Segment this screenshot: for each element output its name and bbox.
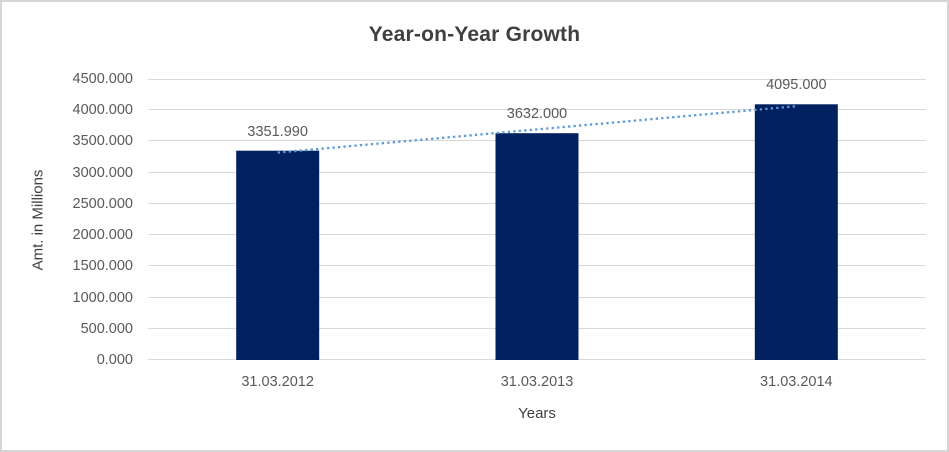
bar [754,104,838,360]
y-tick-label: 2500.000 [72,195,133,212]
trendline [277,105,797,154]
y-tick-label: 0.000 [96,352,133,368]
y-axis-title: Amt. in Millions [29,169,47,271]
x-tick-label: 31.03.2012 [241,374,314,390]
y-tick-label: 3000.000 [72,164,133,181]
y-tick-label: 4000.000 [72,102,133,119]
bar [495,133,579,360]
y-tick-label: 2000.000 [72,227,133,244]
x-axis-title: Years [518,405,556,422]
y-tick-label: 3500.000 [72,133,133,150]
chart-title: Year-on-Year Growth [368,23,581,46]
y-tick-label: 4500.000 [72,71,133,87]
y-tick-label: 1000.000 [72,289,133,306]
data-label: 4095.000 [766,77,827,94]
x-tick-label: 31.03.2013 [500,374,574,390]
y-tick-label: 1500.000 [72,258,133,275]
bar [236,150,320,360]
x-tick-label: 31.03.2014 [760,374,833,390]
plot-area [148,79,926,360]
data-label: 3632.000 [506,106,568,123]
y-tick-label: 500.000 [80,320,133,337]
data-label: 3351.990 [247,123,308,140]
